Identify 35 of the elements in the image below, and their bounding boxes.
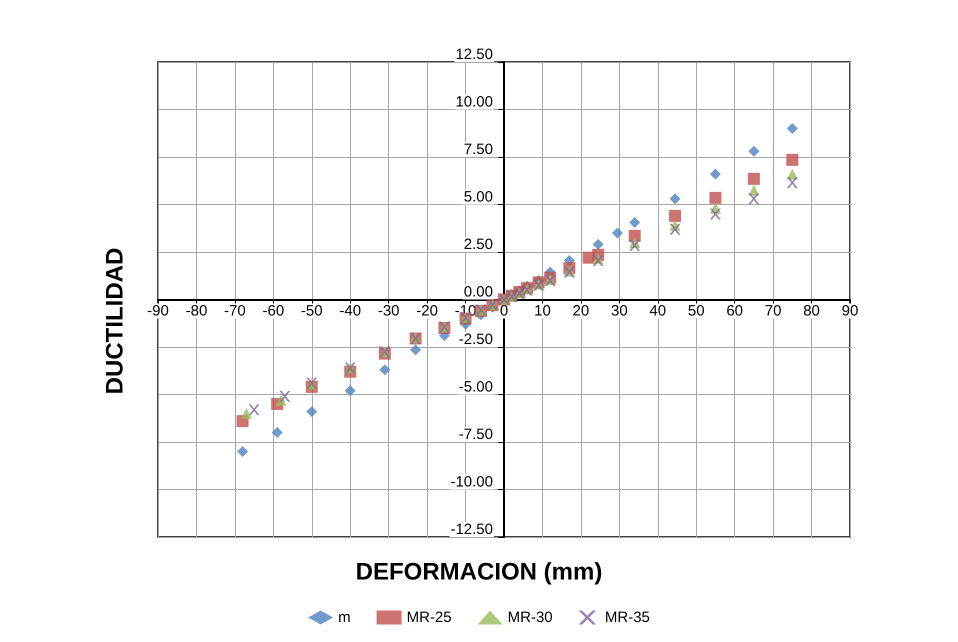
x-tick-label: -20 xyxy=(416,302,438,320)
y-tick-label: -12.50 xyxy=(450,521,493,538)
y-tick-label: -5.00 xyxy=(458,378,493,396)
y-tick-label: -7.50 xyxy=(458,426,493,443)
x-tick-label: -30 xyxy=(378,302,400,320)
y-tick-label: -2.50 xyxy=(458,331,493,348)
x-tick-label: -60 xyxy=(262,302,284,320)
x-tick-label: -90 xyxy=(147,302,169,320)
x-tick-label: 20 xyxy=(572,302,590,320)
x-tick-label: -50 xyxy=(300,302,323,320)
x-tick-label: 70 xyxy=(764,302,782,320)
y-tick-label: 12.50 xyxy=(455,46,493,63)
x-tick-label: 30 xyxy=(610,302,628,320)
legend-label: MR-25 xyxy=(406,609,452,626)
x-axis-title: DEFORMACION (mm) xyxy=(356,558,602,586)
x-tick-label: 10 xyxy=(534,302,551,320)
x-tick-label: 60 xyxy=(726,302,744,320)
x-tick-label: 0 xyxy=(500,302,508,320)
legend-label: m xyxy=(338,609,351,626)
y-tick-label: -10.00 xyxy=(450,474,493,490)
y-tick-label: 10.00 xyxy=(455,94,493,110)
x-tick-label: 90 xyxy=(842,302,858,320)
x-tick-label: 50 xyxy=(688,302,705,320)
legend-label: MR-35 xyxy=(604,609,650,626)
x-tick-label: -40 xyxy=(339,302,362,320)
y-tick-label: 5.00 xyxy=(464,188,493,206)
x-tick-label: 80 xyxy=(803,302,820,320)
y-tick-label: 7.50 xyxy=(464,141,493,158)
x-tick-label: -70 xyxy=(224,302,246,320)
y-tick-label: 0.00 xyxy=(464,284,493,300)
legend-label: MR-30 xyxy=(508,609,553,626)
y-axis-title: DUCTILIDAD xyxy=(102,248,128,394)
x-tick-label: -80 xyxy=(186,302,208,320)
y-tick-label: 2.50 xyxy=(464,236,493,253)
x-tick-label: 40 xyxy=(649,302,666,320)
